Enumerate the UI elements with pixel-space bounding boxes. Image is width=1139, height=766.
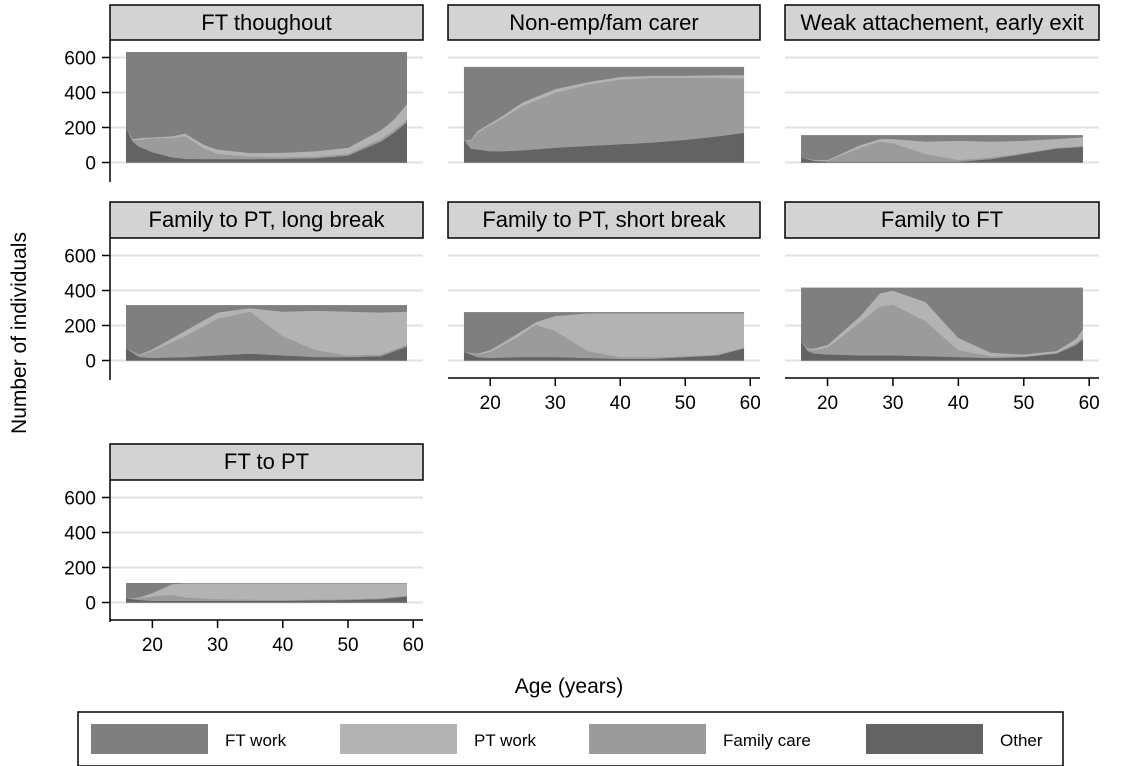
x-tick-label-ft-to-pt-50: 50 — [337, 635, 358, 656]
x-tick-label-family-to-pt-short-break-60: 60 — [740, 393, 761, 414]
y-tick-label-ft-thoughout-600: 600 — [64, 49, 96, 70]
area-ft-work-non-emp-fam-carer — [463, 66, 745, 141]
panel-strip-weak-attachement-early-exit — [784, 4, 1100, 41]
y-tick-label-family-to-pt-long-break-600: 600 — [64, 247, 96, 268]
x-tick-label-family-to-ft-60: 60 — [1079, 393, 1100, 414]
legend-label-other: Other — [1000, 731, 1043, 750]
panel-strip-non-emp-fam-carer — [447, 4, 761, 41]
x-tick-label-ft-to-pt-60: 60 — [403, 635, 424, 656]
x-tick-label-family-to-ft-50: 50 — [1013, 393, 1034, 414]
x-axis-title: Age (years) — [515, 675, 624, 698]
y-tick-label-family-to-pt-long-break-200: 200 — [64, 317, 96, 338]
x-tick-label-family-to-ft-20: 20 — [817, 393, 838, 414]
legend-swatch-pt-work — [340, 724, 457, 754]
legend-swatch-family-care — [589, 724, 706, 754]
legend-label-pt-work: PT work — [474, 731, 537, 750]
panel-title-family-to-ft: Family to FT — [881, 207, 1003, 232]
y-tick-label-ft-thoughout-200: 200 — [64, 119, 96, 140]
x-tick-label-ft-to-pt-40: 40 — [272, 635, 293, 656]
legend-label-family-care: Family care — [723, 731, 811, 750]
area-ft-work-ft-thoughout — [126, 51, 407, 154]
panel-strip-family-to-pt-short-break — [447, 201, 761, 239]
y-tick-label-ft-to-pt-0: 0 — [85, 594, 96, 615]
legend-swatch-ft-work — [91, 724, 208, 754]
panel-title-ft-to-pt: FT to PT — [224, 449, 309, 474]
x-tick-label-family-to-pt-short-break-20: 20 — [480, 393, 501, 414]
y-tick-label-ft-to-pt-400: 400 — [64, 524, 96, 545]
area-ft-work-weak-attachement-early-exit — [801, 135, 1083, 161]
area-ft-work-family-to-pt-short-break — [463, 312, 745, 354]
panel-title-weak-attachement-early-exit: Weak attachement, early exit — [800, 10, 1083, 35]
panel-title-ft-thoughout: FT thoughout — [201, 10, 331, 35]
y-tick-label-ft-to-pt-600: 600 — [64, 489, 96, 510]
x-tick-label-ft-to-pt-30: 30 — [207, 635, 228, 656]
x-tick-label-family-to-ft-40: 40 — [948, 393, 969, 414]
panel-title-family-to-pt-short-break: Family to PT, short break — [482, 207, 726, 232]
x-tick-label-family-to-ft-30: 30 — [882, 393, 903, 414]
x-tick-label-family-to-pt-short-break-40: 40 — [610, 393, 631, 414]
panel-strip-ft-thoughout — [109, 4, 424, 41]
panel-strip-ft-to-pt — [109, 443, 424, 481]
area-ft-work-family-to-pt-long-break — [126, 305, 407, 355]
y-tick-label-ft-to-pt-200: 200 — [64, 559, 96, 580]
panel-title-non-emp-fam-carer: Non-emp/fam carer — [509, 10, 699, 35]
y-tick-label-family-to-pt-long-break-400: 400 — [64, 282, 96, 303]
legend-swatch-other — [866, 724, 983, 754]
y-tick-label-ft-thoughout-400: 400 — [64, 84, 96, 105]
x-tick-label-family-to-pt-short-break-30: 30 — [545, 393, 566, 414]
y-tick-label-family-to-pt-long-break-0: 0 — [85, 352, 96, 373]
panel-title-family-to-pt-long-break: Family to PT, long break — [149, 207, 386, 232]
y-axis-title: Number of individuals — [8, 232, 31, 434]
panel-strip-family-to-pt-long-break — [109, 201, 424, 239]
x-tick-label-ft-to-pt-20: 20 — [142, 635, 163, 656]
y-tick-label-ft-thoughout-0: 0 — [85, 154, 96, 175]
panel-strip-family-to-ft — [784, 201, 1100, 239]
area-ft-work-family-to-ft — [801, 287, 1083, 355]
legend-label-ft-work: FT work — [225, 731, 287, 750]
area-ft-work-ft-to-pt — [126, 582, 407, 599]
x-tick-label-family-to-pt-short-break-50: 50 — [675, 393, 696, 414]
